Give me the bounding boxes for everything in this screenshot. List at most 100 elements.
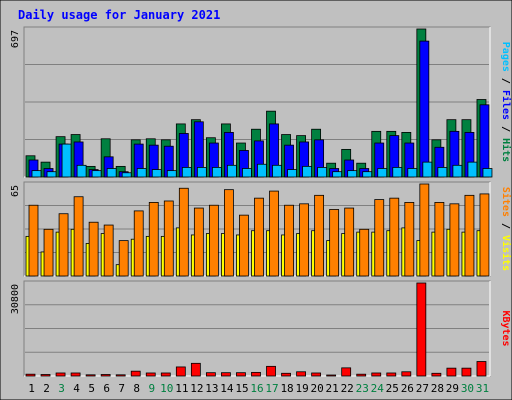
- y-max-label: 697: [10, 30, 21, 48]
- legend-separator: /: [500, 217, 511, 235]
- bar-sites-day-26: [404, 201, 415, 277]
- bar-kbytes-day-26: [401, 371, 412, 377]
- bar-sites-day-29: [449, 203, 460, 277]
- day-label-25: 25: [386, 382, 399, 395]
- day-label-3: 3: [58, 382, 65, 395]
- bar-kbytes-day-15: [236, 372, 246, 377]
- day-label-24: 24: [371, 382, 385, 395]
- bar-sites-day-25: [389, 197, 400, 277]
- day-label-27: 27: [416, 382, 429, 395]
- day-label-21: 21: [326, 382, 339, 395]
- bar-pages-day-17: [272, 164, 282, 178]
- bar-kbytes-day-16: [251, 371, 261, 377]
- bar-sites-day-28: [434, 201, 445, 277]
- day-label-8: 8: [133, 382, 140, 395]
- bar-kbytes-day-27: [416, 282, 427, 377]
- bar-sites-day-21: [329, 209, 340, 277]
- panel-pages-files-hits: 697 Pages / Files / Hits: [10, 26, 512, 178]
- bar-kbytes-day-4: [70, 372, 81, 377]
- bar-sites-day-12: [193, 207, 204, 277]
- day-label-22: 22: [341, 382, 354, 395]
- bar-kbytes-day-9: [145, 372, 156, 377]
- panel-kbytes: 30800 KBytes: [10, 280, 511, 377]
- bar-sites-day-16: [254, 197, 264, 277]
- bar-pages-day-14: [227, 164, 237, 178]
- y-max-label: 65: [10, 185, 21, 197]
- day-label-6: 6: [103, 382, 110, 395]
- legend-visits: Visits: [500, 235, 512, 271]
- bar-pages-day-26: [407, 168, 418, 178]
- bar-kbytes-day-20: [311, 372, 322, 377]
- bar-pages-day-10: [166, 170, 177, 178]
- bar-pages-day-1: [31, 170, 42, 178]
- bar-files-day-31: [479, 104, 490, 178]
- bar-sites-day-19: [299, 203, 309, 277]
- legend-separator: /: [500, 120, 511, 138]
- x-axis-day-labels: 1 2 3 4 5 6 7 8 9 10 11 12 13 14 15 16 17 18 19 20 21 22 23 24 2…: [28, 382, 489, 395]
- bar-pages-day-31: [482, 168, 493, 178]
- bar-kbytes-day-23: [356, 373, 367, 377]
- day-label-14: 14: [220, 382, 234, 395]
- bar-sites-day-1: [28, 204, 39, 277]
- bar-kbytes-day-12: [190, 362, 201, 377]
- legend-pages: Pages: [500, 42, 511, 72]
- bar-pages-day-24: [377, 168, 388, 178]
- bar-pages-day-11: [181, 167, 192, 178]
- bar-kbytes-day-29: [446, 367, 457, 377]
- bar-pages-day-28: [437, 167, 448, 178]
- bar-pages-day-5: [91, 170, 102, 178]
- bar-kbytes-day-3: [55, 372, 66, 377]
- legend-kbytes: KBytes: [500, 310, 511, 346]
- bar-pages-day-8: [136, 168, 147, 178]
- day-label-31: 31: [476, 382, 489, 395]
- bar-sites-day-23: [359, 228, 370, 277]
- bar-pages-day-7: [121, 172, 132, 178]
- day-label-28: 28: [431, 382, 444, 395]
- bar-pages-day-27: [422, 161, 433, 178]
- bar-pages-day-18: [287, 169, 297, 178]
- bar-sites-day-18: [284, 204, 294, 277]
- bar-kbytes-day-28: [431, 372, 442, 377]
- bar-pages-day-20: [317, 167, 328, 178]
- bar-sites-day-8: [133, 210, 144, 277]
- panel-sites-visits: 65 Sites / Visits: [10, 181, 512, 277]
- bar-sites-day-22: [344, 207, 355, 277]
- bar-sites-day-4: [73, 196, 84, 277]
- bar-kbytes-day-5: [85, 374, 96, 377]
- day-label-18: 18: [280, 382, 293, 395]
- bar-sites-day-30: [464, 194, 475, 277]
- bar-sites-day-31: [479, 193, 490, 277]
- bar-kbytes-day-21: [326, 374, 337, 377]
- day-label-10: 10: [160, 382, 173, 395]
- bar-sites-day-2: [43, 228, 54, 277]
- bar-kbytes-day-14: [221, 372, 231, 377]
- bar-sites-day-15: [239, 214, 249, 277]
- bar-sites-day-5: [88, 221, 99, 277]
- bar-pages-day-23: [362, 171, 373, 178]
- day-label-1: 1: [28, 382, 35, 395]
- day-label-7: 7: [118, 382, 125, 395]
- bar-pages-day-25: [392, 167, 403, 178]
- bar-sites-day-24: [374, 199, 385, 277]
- day-label-29: 29: [446, 382, 459, 395]
- bar-sites-day-11: [178, 187, 189, 277]
- axis-legend-label: Sites / Visits: [500, 187, 512, 271]
- bar-pages-day-9: [151, 169, 162, 178]
- bar-kbytes-day-7: [115, 374, 126, 377]
- day-label-4: 4: [73, 382, 80, 395]
- bar-pages-day-12: [196, 167, 207, 178]
- bar-pages-day-4: [76, 164, 87, 178]
- day-label-12: 12: [190, 382, 203, 395]
- bar-kbytes-day-24: [371, 372, 382, 377]
- bar-pages-day-13: [211, 167, 222, 178]
- legend-files: Files: [500, 90, 512, 120]
- bar-sites-day-27: [419, 183, 430, 277]
- bar-sites-day-17: [269, 190, 279, 277]
- day-label-5: 5: [88, 382, 95, 395]
- legend-sites: Sites: [500, 187, 512, 217]
- bar-sites-day-6: [103, 224, 114, 277]
- bar-kbytes-day-6: [100, 374, 111, 377]
- bar-pages-day-3: [61, 143, 72, 178]
- bar-pages-day-16: [257, 163, 267, 178]
